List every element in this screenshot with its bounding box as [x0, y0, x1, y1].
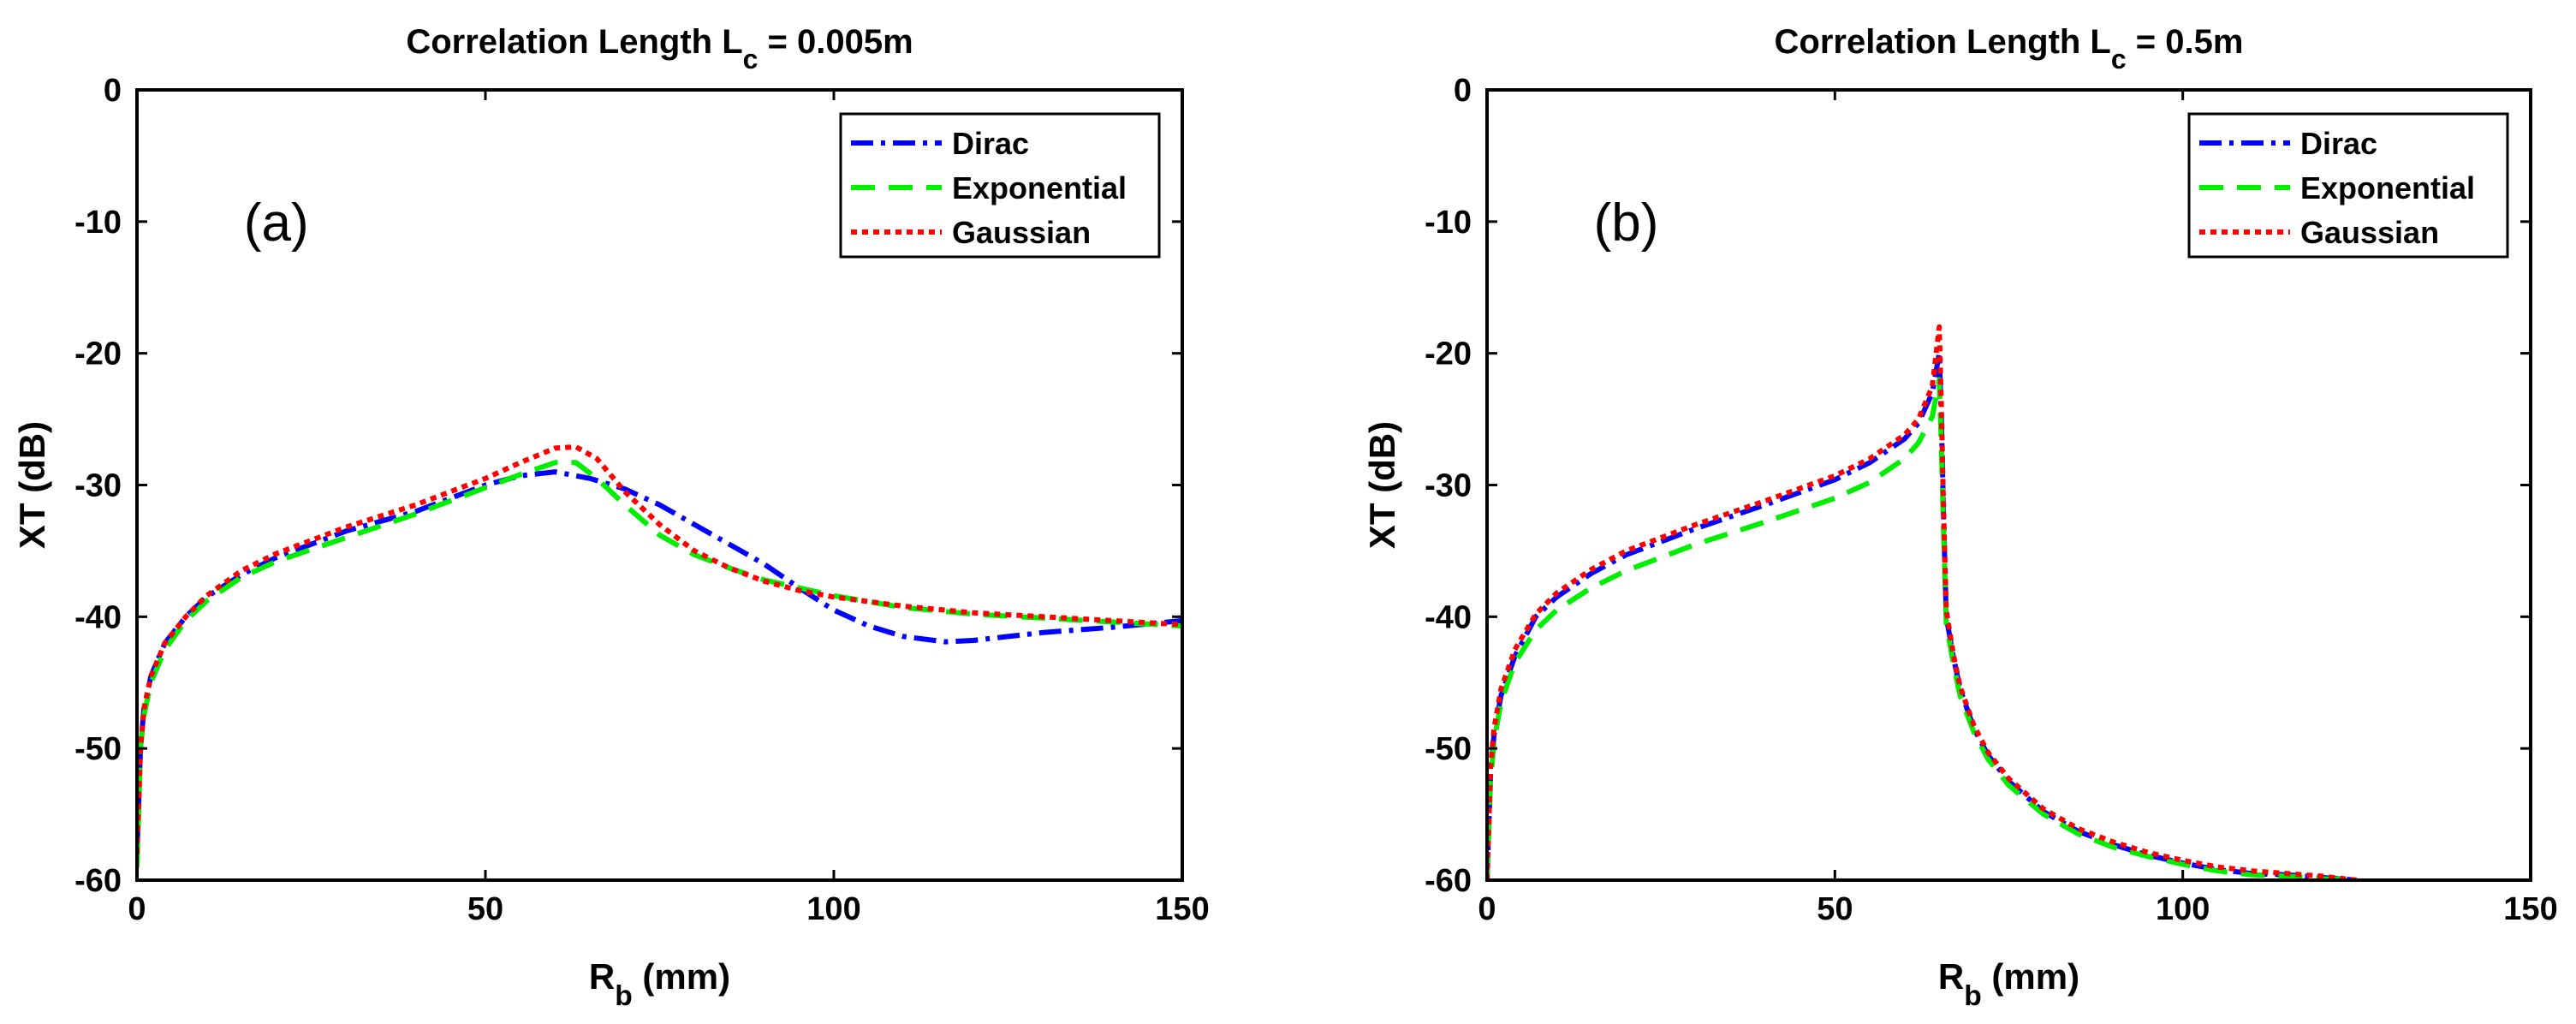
x-axis-label: Rb (mm)	[589, 956, 730, 1012]
series-line-dirac	[137, 469, 1182, 854]
x-tick-label: 50	[467, 891, 503, 927]
legend: Dirac Exponential Gaussian	[839, 112, 1161, 259]
x-tick-label: 150	[2503, 891, 2557, 927]
y-tick-label: 0	[1454, 73, 1472, 109]
y-tick-label: 0	[104, 73, 122, 109]
legend-label: Dirac	[2300, 126, 2377, 161]
legend-entry-gaussian: Gaussian	[851, 215, 1091, 250]
legend-label: Exponential	[952, 170, 1127, 205]
series-line-gaussian	[137, 444, 1182, 854]
legend-label: Exponential	[2300, 170, 2475, 205]
legend-entry-dirac: Dirac	[851, 126, 1029, 161]
y-tick-label: -40	[74, 599, 122, 635]
plot-area	[1487, 324, 2358, 880]
legend-entry-gaussian: Gaussian	[2199, 215, 2439, 250]
chart-title: Correlation Length Lc = 0.005m	[406, 23, 913, 74]
x-axis-label: Rb (mm)	[1938, 956, 2079, 1012]
x-tick-label: 100	[2156, 891, 2210, 927]
panel-label: (b)	[1594, 193, 1659, 253]
y-axis-label: XT (dB)	[1362, 421, 1402, 549]
y-tick-label: -10	[1425, 205, 1472, 241]
y-tick-label: -60	[1425, 863, 1472, 899]
x-tick-label: 0	[1478, 891, 1496, 927]
x-tick-label: 100	[806, 891, 860, 927]
y-tick-label: -60	[74, 863, 122, 899]
x-tick-label: 150	[1155, 891, 1209, 927]
series-line-gaussian	[1487, 324, 2358, 880]
series-line-exponential	[137, 460, 1182, 867]
chart-title: Correlation Length Lc = 0.5m	[1775, 23, 2244, 74]
legend-entry-exponential: Exponential	[2199, 170, 2475, 205]
y-tick-label: -20	[74, 336, 122, 372]
x-tick-label: 0	[128, 891, 146, 927]
legend-label: Gaussian	[952, 215, 1091, 250]
y-axis-label: XT (dB)	[12, 421, 52, 549]
y-tick-label: -10	[74, 205, 122, 241]
y-tick-label: -50	[74, 731, 122, 767]
y-tick-label: -40	[1425, 599, 1472, 635]
plot-area	[137, 444, 1182, 867]
chart-panel-b: Correlation Length Lc = 0.5m 0 50 100 150 0 -1…	[1362, 23, 2558, 1012]
legend-entry-exponential: Exponential	[851, 170, 1127, 205]
y-tick-label: -50	[1425, 731, 1472, 767]
legend: Dirac Exponential Gaussian	[2187, 112, 2509, 259]
chart-panel-a: Correlation Length Lc = 0.005m 0 50 100 150 0…	[12, 23, 1210, 1012]
panel-label: (a)	[244, 193, 309, 253]
legend-label: Gaussian	[2300, 215, 2439, 250]
x-tick-label: 50	[1817, 891, 1853, 927]
y-tick-label: -30	[74, 468, 122, 504]
legend-entry-dirac: Dirac	[2199, 126, 2377, 161]
legend-label: Dirac	[952, 126, 1029, 161]
y-tick-label: -20	[1425, 336, 1472, 372]
series-line-exponential	[1487, 377, 2357, 880]
y-tick-label: -30	[1425, 468, 1472, 504]
